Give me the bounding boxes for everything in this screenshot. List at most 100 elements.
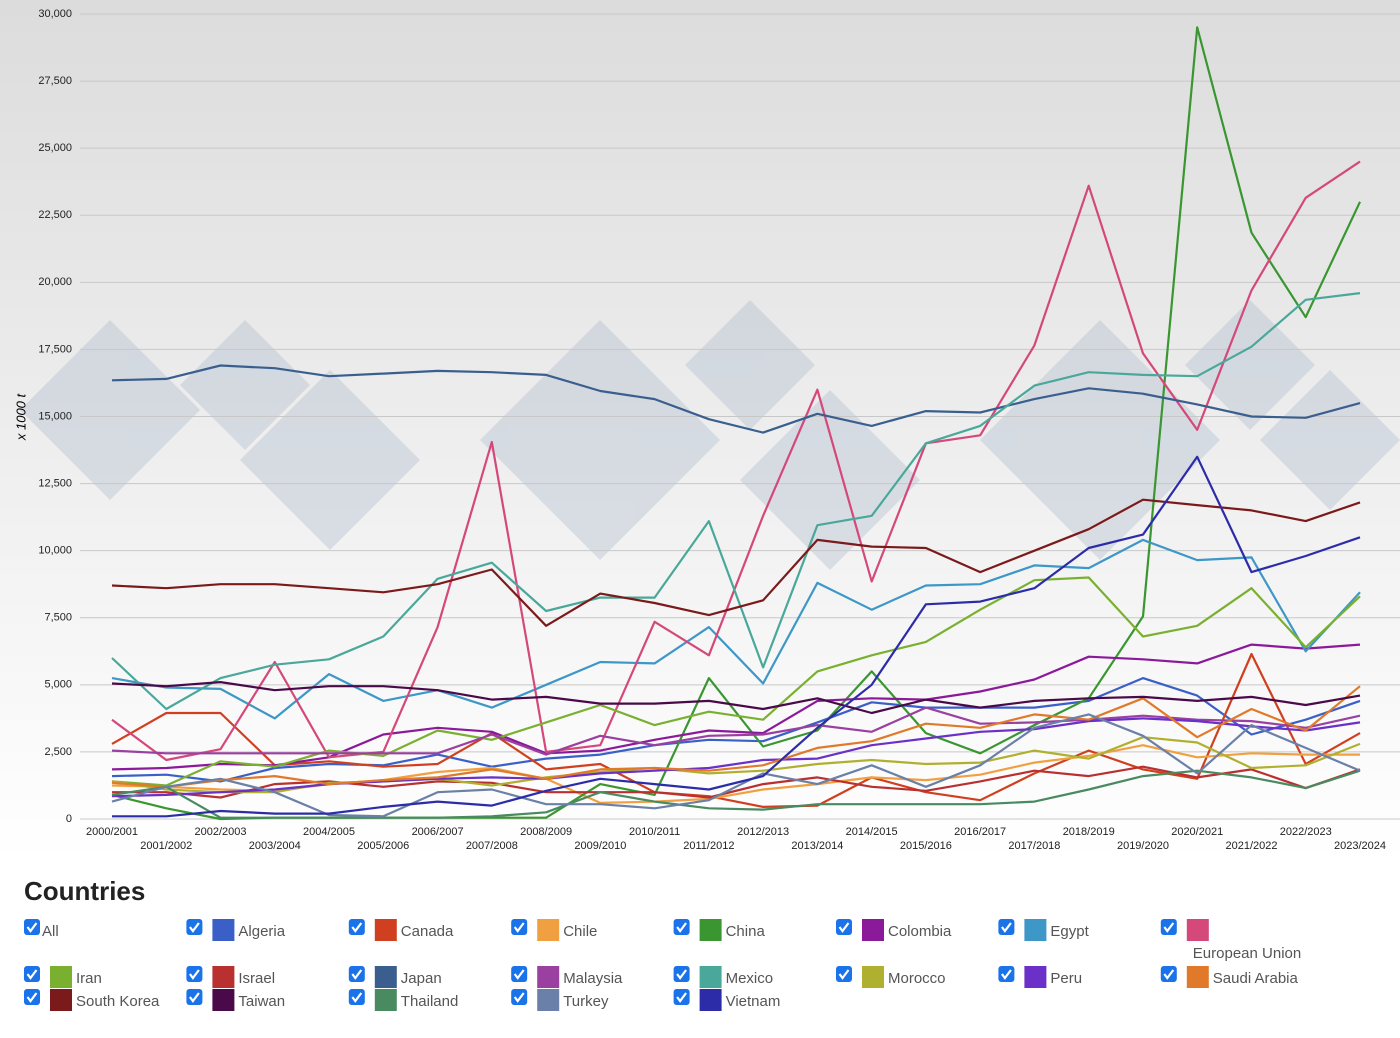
legend-label: European Union (1193, 945, 1301, 962)
series-line (111, 160, 1361, 762)
legend-swatch (374, 989, 397, 1011)
legend-label: Vietnam (726, 993, 781, 1010)
legend-label: Iran (76, 970, 102, 987)
legend-swatch (1186, 966, 1209, 988)
checkbox-tick (676, 969, 687, 980)
series-line (111, 717, 1361, 798)
checkbox-tick (513, 969, 525, 980)
legend-swatch (374, 919, 397, 941)
x-tick-label: 2001/2002 (140, 840, 192, 852)
legend-checkbox[interactable] (511, 966, 528, 982)
legend-label: Algeria (238, 923, 285, 940)
checkbox-tick (1163, 922, 1175, 933)
legend-checkbox[interactable] (673, 919, 690, 935)
x-tick-label: 2020/2021 (1171, 826, 1223, 838)
y-tick-label: 30,000 (38, 8, 72, 20)
x-tick-label: 2009/2010 (574, 840, 626, 852)
checkbox-tick (676, 992, 687, 1003)
y-tick-label: 10,000 (38, 545, 72, 557)
legend-label: Thailand (401, 993, 459, 1010)
legend-checkbox[interactable] (186, 919, 203, 935)
y-tick-label: 27,500 (38, 75, 72, 87)
x-tick-label: 2003/2004 (249, 840, 301, 852)
legend-swatch (699, 989, 722, 1011)
legend-checkbox[interactable] (24, 966, 40, 982)
legend-label: South Korea (76, 993, 160, 1010)
legend-checkbox[interactable] (24, 989, 40, 1005)
x-tick-label: 2016/2017 (954, 826, 1006, 838)
x-tick-label: 2004/2005 (303, 826, 355, 838)
series-line (111, 706, 1361, 756)
legend-checkbox[interactable] (836, 919, 852, 935)
legend-swatch (537, 989, 560, 1011)
checkbox-tick (26, 922, 38, 933)
legend-checkbox[interactable] (998, 919, 1015, 935)
legend-swatch (212, 966, 235, 988)
checkbox-tick (513, 992, 525, 1003)
checkbox-tick (189, 992, 200, 1003)
x-tick-label: 2000/2001 (86, 826, 138, 838)
series-line (111, 713, 1361, 818)
checkbox-tick (26, 992, 38, 1003)
legend-checkbox[interactable] (186, 966, 203, 982)
legend-swatch (537, 919, 560, 941)
legend-checkbox[interactable] (1160, 919, 1177, 935)
watermark (20, 300, 1400, 570)
legend-label: Malaysia (563, 970, 623, 987)
legend-checkbox[interactable] (511, 919, 528, 935)
y-tick-label: 12,500 (38, 477, 72, 489)
x-tick-label: 2011/2012 (683, 840, 734, 852)
y-tick-label: 25,000 (38, 142, 72, 154)
x-tick-label: 2021/2022 (1225, 840, 1277, 852)
legend-label: Israel (238, 970, 275, 987)
series-line (111, 498, 1361, 627)
checkbox-tick (838, 969, 850, 980)
y-tick-label: 0 (66, 813, 72, 825)
checkbox-tick (351, 992, 363, 1003)
checkbox-tick (26, 969, 38, 980)
series-line (111, 685, 1361, 788)
legend-checkbox[interactable] (1160, 966, 1177, 982)
series-line (111, 364, 1361, 434)
x-tick-label: 2008/2009 (520, 826, 572, 838)
x-tick-label: 2023/2024 (1334, 840, 1386, 852)
x-tick-label: 2014/2015 (846, 826, 898, 838)
checkbox-tick (189, 922, 200, 933)
legend-checkbox[interactable] (836, 966, 852, 982)
legend-label: Peru (1050, 970, 1082, 987)
legend-swatch (862, 919, 884, 941)
x-tick-label: 2017/2018 (1008, 840, 1060, 852)
y-tick-label: 22,500 (38, 209, 72, 221)
series-line (111, 292, 1361, 711)
legend-checkbox[interactable] (673, 989, 690, 1005)
series-line (111, 677, 1361, 783)
legend-title: Countries (24, 876, 145, 906)
legend-label: All (42, 923, 59, 940)
y-tick-label: 5,000 (44, 679, 72, 691)
x-tick-label: 2007/2008 (466, 840, 518, 852)
legend-label: Egypt (1050, 923, 1089, 940)
legend-label: Canada (401, 923, 454, 940)
legend-checkbox[interactable] (24, 919, 40, 935)
legend-label: Saudi Arabia (1213, 970, 1299, 987)
legend-label: Mexico (726, 970, 774, 987)
series-line (111, 643, 1361, 771)
legend-checkbox[interactable] (186, 989, 203, 1005)
legend-checkbox[interactable] (348, 919, 365, 935)
y-tick-label: 7,500 (44, 612, 72, 624)
legend-label: Japan (401, 970, 442, 987)
legend-swatch (862, 966, 884, 988)
series-line (111, 538, 1361, 720)
series-line (112, 455, 1361, 818)
legend-checkbox[interactable] (998, 966, 1015, 982)
legend-checkbox[interactable] (673, 966, 690, 982)
x-tick-label: 2002/2003 (195, 826, 247, 838)
legend-swatch (212, 989, 235, 1011)
legend-checkbox[interactable] (348, 989, 365, 1005)
legend-swatch (50, 989, 72, 1011)
checkbox-tick (351, 969, 363, 980)
legend-checkbox[interactable] (348, 966, 365, 982)
legend-checkbox[interactable] (511, 989, 528, 1005)
x-tick-label: 2006/2007 (412, 826, 464, 838)
